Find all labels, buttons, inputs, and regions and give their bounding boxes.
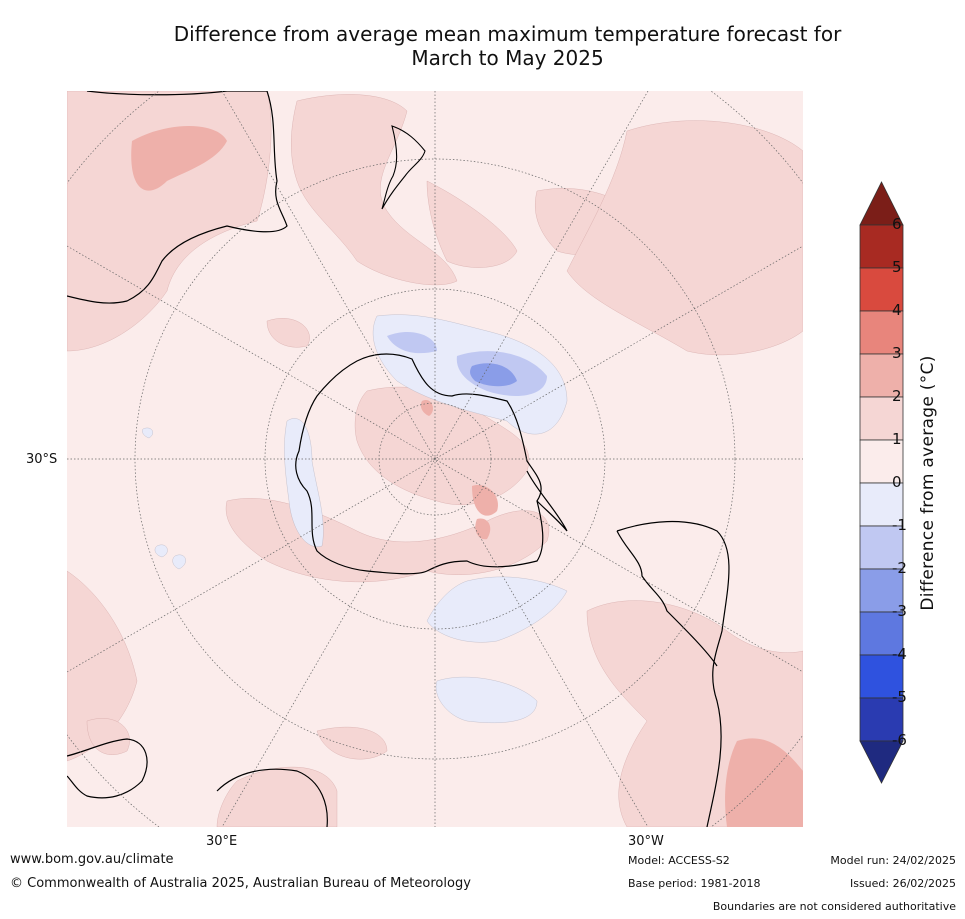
- antarctica-coastline: [295, 353, 544, 575]
- australia-coastline: [67, 91, 288, 304]
- colorbar-tick: -4: [892, 645, 907, 663]
- colorbar-band-2-3: [859, 353, 904, 398]
- footer-url[interactable]: www.bom.gov.au/climate: [10, 852, 174, 867]
- south-america-coastline: [616, 520, 730, 827]
- footer-copyright: © Commonwealth of Australia 2025, Austra…: [10, 876, 471, 891]
- lat-label-30s: 30°S: [26, 452, 58, 467]
- colorbar-tick: -6: [892, 731, 907, 749]
- colorbar-band-3-4: [859, 310, 904, 355]
- forecast-map: [67, 91, 803, 827]
- footer-model: Model: ACCESS-S2: [628, 854, 730, 867]
- colorbar-tick: 5: [892, 258, 902, 276]
- colorbar-tick: 3: [892, 344, 902, 362]
- lon-label-30w: 30°W: [628, 834, 664, 849]
- title-line-2: March to May 2025: [411, 46, 604, 70]
- colorbar-label-text: Difference from average (°C): [918, 355, 938, 611]
- colorbar: [859, 181, 904, 784]
- new-zealand-coastline: [381, 125, 426, 210]
- anomaly-minus3-to-minus2: [470, 363, 517, 387]
- southern-africa-coastline: [67, 738, 328, 827]
- colorbar-band-1-2: [859, 396, 904, 441]
- colorbar-band-m5-m4: [859, 654, 904, 699]
- footer-issued: Issued: 26/02/2025: [849, 877, 956, 890]
- antarctic-peninsula: [526, 470, 568, 532]
- colorbar-extend-low: [859, 740, 904, 784]
- colorbar-band-m3-m2: [859, 568, 904, 613]
- colorbar-band-0-1: [859, 439, 904, 484]
- colorbar-tick: -1: [892, 516, 907, 534]
- colorbar-tick: 2: [892, 387, 902, 405]
- anomaly-2-to-3: [131, 126, 803, 827]
- footer-model-run: Model run: 24/02/2025: [830, 854, 956, 867]
- colorbar-band-m6-m5: [859, 697, 904, 742]
- colorbar-tick: 1: [892, 430, 902, 448]
- colorbar-tick: -3: [892, 602, 907, 620]
- colorbar-band-m2-m1: [859, 525, 904, 570]
- colorbar-band-m1-0: [859, 482, 904, 527]
- footer-base-period: Base period: 1981-2018: [628, 877, 761, 890]
- colorbar-tick: -2: [892, 559, 907, 577]
- colorbar-tick: 0: [892, 473, 902, 491]
- colorbar-tick: 6: [892, 215, 902, 233]
- title-line-1: Difference from average mean maximum tem…: [173, 22, 842, 46]
- colorbar-band-4-5: [859, 267, 904, 312]
- footer-disclaimer: Boundaries are not considered authoritat…: [712, 900, 956, 913]
- graticule: [67, 91, 803, 827]
- colorbar-tick: -5: [892, 688, 907, 706]
- lon-label-30e: 30°E: [206, 834, 238, 849]
- map-title: Difference from average mean maximum tem…: [40, 22, 965, 70]
- colorbar-tick: 4: [892, 301, 902, 319]
